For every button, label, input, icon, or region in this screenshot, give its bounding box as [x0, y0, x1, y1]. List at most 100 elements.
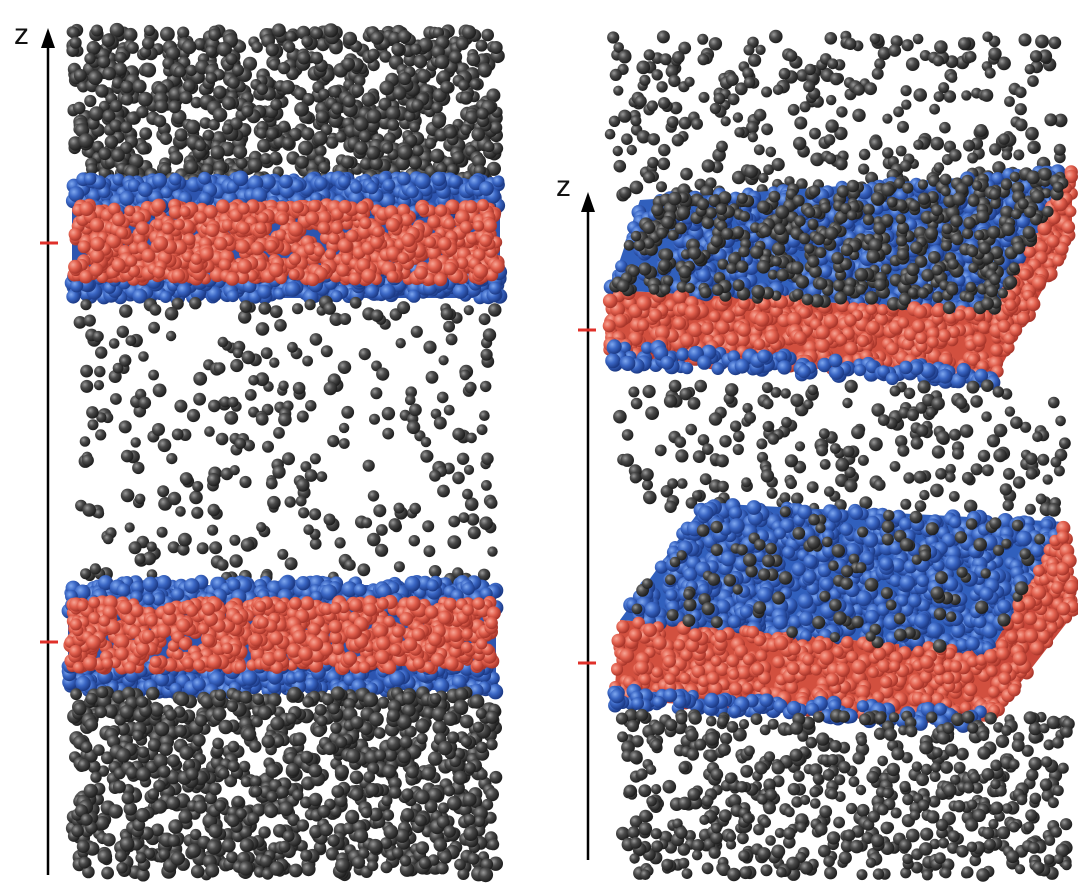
particle — [207, 654, 222, 669]
particle — [313, 131, 328, 146]
particle — [80, 299, 91, 310]
particle — [301, 36, 313, 48]
particle — [125, 335, 136, 346]
particle — [207, 473, 220, 486]
particle — [200, 247, 214, 261]
particle — [206, 223, 220, 237]
particle — [343, 95, 356, 108]
particle — [445, 656, 459, 670]
particle — [205, 72, 217, 84]
particle — [458, 80, 469, 91]
particle — [87, 41, 101, 55]
particle — [90, 218, 104, 232]
particle — [258, 302, 271, 315]
particle — [143, 577, 158, 592]
particle — [287, 342, 298, 353]
particle — [251, 241, 265, 255]
particle — [189, 491, 203, 505]
particle — [68, 27, 80, 39]
particle — [306, 273, 319, 286]
particle — [477, 424, 488, 435]
particle — [478, 63, 492, 77]
particle — [150, 656, 162, 668]
particle — [367, 109, 382, 124]
particle — [389, 644, 401, 656]
particle — [169, 151, 183, 165]
particle — [208, 400, 221, 413]
particle — [383, 179, 396, 192]
particle — [153, 236, 168, 251]
particle — [84, 95, 96, 107]
particle — [155, 100, 169, 114]
particle — [373, 504, 386, 517]
particle — [293, 382, 306, 395]
particle — [373, 624, 387, 638]
particle — [473, 264, 488, 279]
particle — [382, 428, 394, 440]
particle — [176, 618, 190, 632]
particle — [296, 478, 309, 491]
particle — [341, 155, 354, 168]
particle — [409, 156, 423, 170]
particle — [69, 228, 82, 241]
particle — [160, 27, 175, 42]
particle — [335, 537, 346, 548]
particle — [386, 218, 400, 232]
particle — [398, 30, 411, 43]
particle — [487, 546, 497, 556]
particle — [427, 579, 439, 591]
particle — [465, 382, 477, 394]
particle — [255, 222, 267, 234]
particle — [331, 103, 343, 115]
particle — [366, 182, 378, 194]
particle — [136, 642, 150, 656]
particle — [375, 650, 389, 664]
particle — [398, 72, 411, 85]
particle — [266, 128, 278, 140]
particle — [110, 119, 123, 132]
particle — [434, 273, 447, 286]
particle — [225, 272, 239, 286]
particle — [135, 554, 146, 565]
particle — [386, 106, 401, 121]
particle — [186, 604, 199, 617]
particle — [229, 535, 240, 546]
particle — [213, 108, 228, 123]
particle — [239, 476, 251, 488]
particle — [191, 507, 203, 519]
particle — [184, 578, 200, 594]
tails — [68, 198, 505, 286]
particle — [166, 453, 177, 464]
particle — [429, 470, 441, 482]
page: {"panels": [{"axis_label": "z"}, {"axis_… — [0, 0, 1078, 889]
particle — [138, 351, 149, 362]
particle — [417, 69, 431, 83]
particle — [305, 211, 319, 225]
particle — [489, 282, 502, 295]
particle — [117, 326, 129, 338]
particle — [193, 372, 207, 386]
particle — [207, 525, 218, 536]
particle — [438, 611, 452, 625]
particle — [256, 413, 269, 426]
particle — [331, 221, 344, 234]
particle — [361, 517, 372, 528]
particle — [202, 634, 215, 647]
particle — [102, 658, 114, 670]
particle — [360, 217, 372, 229]
particle — [193, 393, 206, 406]
particle — [444, 598, 457, 611]
particle — [257, 617, 269, 629]
particle — [486, 617, 498, 629]
particle — [163, 603, 176, 616]
particle — [80, 380, 93, 393]
particle — [446, 334, 458, 346]
particle — [480, 381, 491, 392]
particle — [242, 670, 258, 686]
particle — [439, 355, 449, 365]
particle — [174, 66, 186, 78]
particle — [296, 156, 309, 169]
particle — [119, 304, 132, 317]
particle — [121, 93, 133, 105]
particle — [359, 662, 371, 674]
